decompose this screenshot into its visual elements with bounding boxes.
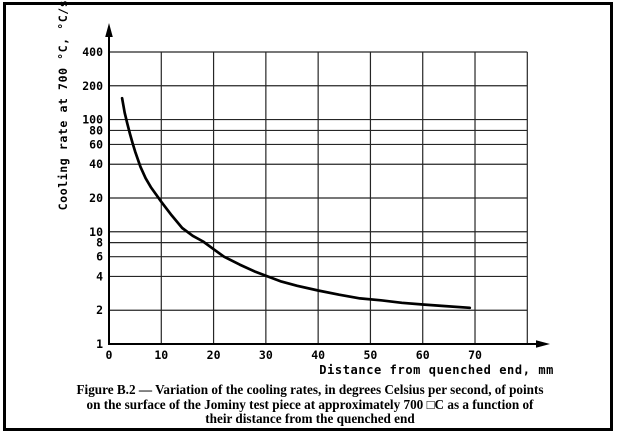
y-tick-label: 20 bbox=[89, 191, 103, 205]
y-tick-label: 1 bbox=[96, 337, 103, 351]
x-tick-label: 30 bbox=[259, 348, 273, 362]
y-tick-label: 80 bbox=[89, 123, 103, 137]
y-tick-label: 4 bbox=[96, 269, 103, 283]
y-tick-label: 8 bbox=[96, 236, 103, 250]
y-tick-label: 6 bbox=[96, 250, 103, 264]
y-tick-label: 40 bbox=[89, 157, 103, 171]
y-tick-label: 2 bbox=[96, 303, 103, 317]
x-tick-label: 20 bbox=[207, 348, 221, 362]
x-tick-label: 0 bbox=[106, 348, 113, 362]
y-tick-label: 60 bbox=[89, 137, 103, 151]
y-tick-label: 200 bbox=[82, 79, 103, 93]
y-tick-label: 400 bbox=[82, 45, 103, 59]
figure-caption: Figure B.2 — Variation of the cooling ra… bbox=[10, 382, 610, 427]
x-tick-label: 40 bbox=[311, 348, 325, 362]
x-axis-arrow-icon bbox=[536, 340, 550, 348]
x-tick-label: 70 bbox=[468, 348, 482, 362]
x-tick-label: 60 bbox=[416, 348, 430, 362]
caption-line-1: Figure B.2 — Variation of the cooling ra… bbox=[76, 382, 544, 397]
x-tick-label: 50 bbox=[364, 348, 378, 362]
x-tick-label: 10 bbox=[154, 348, 168, 362]
x-axis-title: Distance from quenched end, mm bbox=[319, 363, 554, 377]
y-axis-arrow-icon bbox=[105, 23, 113, 37]
cooling-rate-curve bbox=[120, 96, 472, 310]
caption-line-2: on the surface of the Jominy test piece … bbox=[86, 396, 534, 412]
y-tick-label: 100 bbox=[82, 113, 103, 127]
caption-line-3: their distance from the quenched end bbox=[205, 411, 415, 427]
y-tick-label: 10 bbox=[89, 225, 103, 239]
y-axis-title: Cooling rate at 700 °C, °C/s bbox=[56, 0, 70, 211]
figure-border bbox=[3, 2, 613, 431]
